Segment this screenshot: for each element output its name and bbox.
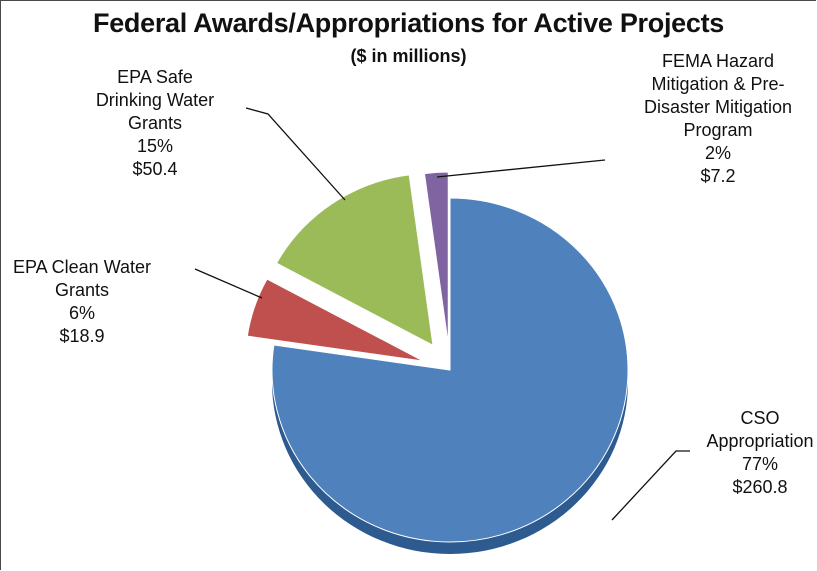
pie-slice-safe <box>275 174 434 347</box>
pie-slice-fema <box>423 171 449 345</box>
pie-labels: CSO Appropriation 77% $260.8 EPA Clean Water… <box>13 51 814 521</box>
slice-percent: 6% <box>69 303 95 323</box>
slice-label-safe: EPA Safe Drinking Water Grants 15% $50.4 <box>96 67 214 179</box>
pie-slices <box>246 171 629 554</box>
chart-subtitle: ($ in millions) <box>350 46 467 66</box>
slice-name-line: Disaster Mitigation <box>644 97 792 117</box>
slice-value: $260.8 <box>732 477 787 497</box>
slice-percent: 77% <box>742 454 778 474</box>
slice-label-cso: CSO Appropriation 77% $260.8 <box>706 408 813 497</box>
pie-slice-cso <box>271 197 629 543</box>
slice-label-fema: FEMA Hazard Mitigation & Pre- Disaster Mit… <box>644 51 792 186</box>
chart-title: Federal Awards/Appropriations for Active… <box>93 8 724 38</box>
slice-percent: 15% <box>137 136 173 156</box>
slice-name-line: Appropriation <box>706 431 813 451</box>
slice-name-line: Drinking Water <box>96 90 214 110</box>
slice-label-clean: EPA Clean Water Grants 6% $18.9 <box>13 257 151 346</box>
slice-name-line: FEMA Hazard <box>662 51 774 71</box>
pie-slice-clean <box>246 278 424 362</box>
leader-line-cso <box>611 450 690 521</box>
slice-name-line: EPA Clean Water <box>13 257 151 277</box>
slice-name-line: Program <box>683 120 752 140</box>
slice-value: $50.4 <box>132 159 177 179</box>
leader-line-fema <box>436 159 606 178</box>
slice-percent: 2% <box>705 143 731 163</box>
leader-line-safe <box>245 107 346 201</box>
slice-value: $7.2 <box>700 166 735 186</box>
slice-value: $18.9 <box>59 326 104 346</box>
slice-name-line: Grants <box>55 280 109 300</box>
slice-name-line: EPA Safe <box>117 67 193 87</box>
slice-name-line: Grants <box>128 113 182 133</box>
slice-name-line: CSO <box>740 408 779 428</box>
leader-line-clean <box>194 268 263 299</box>
slice-name-line: Mitigation & Pre- <box>651 74 784 94</box>
